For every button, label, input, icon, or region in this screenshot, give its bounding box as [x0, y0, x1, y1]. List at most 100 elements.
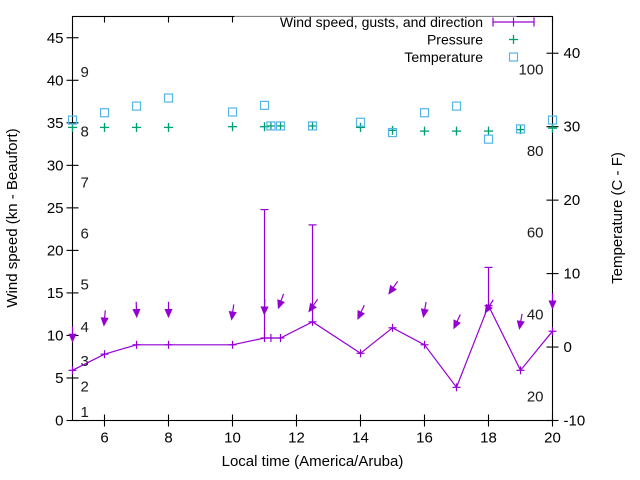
temperature-point	[355, 117, 366, 127]
temperature-point	[67, 115, 78, 125]
pressure-point	[266, 121, 276, 131]
wind-speed-point	[420, 340, 429, 349]
temperature-point	[266, 121, 276, 131]
wind-speed-point	[548, 327, 557, 336]
y-tick-label: 45	[47, 30, 64, 47]
x-tick-label: 16	[416, 430, 433, 447]
y-tick-label: 5	[55, 370, 63, 387]
beaufort-label: 7	[81, 174, 89, 191]
beaufort-label: 1	[81, 404, 89, 421]
fahrenheit-label: 80	[527, 143, 544, 160]
legend-background	[234, 16, 517, 69]
wind-speed-point	[388, 323, 397, 332]
wind-direction-arrow	[277, 293, 285, 310]
x-tick-label: 12	[288, 430, 305, 447]
wind-direction-arrow	[516, 313, 525, 330]
wind-direction-arrow	[308, 298, 319, 313]
y2-tick-label: -10	[564, 413, 586, 430]
wind-direction-arrow	[132, 301, 141, 319]
wind-direction-arrow	[388, 280, 399, 295]
pressure-point	[308, 121, 317, 131]
beaufort-label: 2	[81, 378, 89, 395]
wind-direction-arrow	[164, 301, 173, 319]
wind-speed-line	[72, 304, 553, 389]
wind-speed-point	[276, 333, 285, 342]
temperature-point	[275, 121, 286, 131]
fahrenheit-label: 100	[518, 61, 543, 78]
y2-axis-tick-labels: -10 0 10 20 30 40	[564, 45, 586, 429]
legend: Wind speed, gusts, and direction Pressure…	[234, 14, 535, 69]
temperature-point	[515, 124, 526, 134]
y2-tick-label: 30	[564, 119, 581, 136]
x-axis-title: Local time (America/Aruba)	[222, 453, 404, 470]
series-wind-speed	[68, 208, 557, 392]
beaufort-label: 5	[81, 276, 89, 293]
pressure-point	[100, 122, 109, 132]
wind-direction-arrow	[357, 304, 365, 320]
y-tick-label: 20	[47, 242, 64, 259]
y2-axis-fahrenheit-labels: 20 40 60 80 100	[518, 61, 543, 405]
temperature-point	[419, 108, 430, 118]
legend-label-temperature: Temperature	[404, 49, 483, 65]
temperature-point	[227, 107, 238, 117]
series-temperature	[67, 93, 558, 144]
wind-speed-point	[228, 340, 237, 349]
beaufort-label: 8	[81, 123, 89, 140]
temperature-point	[387, 127, 398, 138]
wind-speed-point	[100, 350, 109, 359]
y-tick-label: 15	[47, 285, 64, 302]
y2-tick-label: 0	[564, 339, 572, 356]
wind-gust-whisker	[484, 266, 493, 306]
fahrenheit-label: 40	[527, 307, 544, 324]
y-axis-beaufort-labels: 1 2 3 4 5 6 7 8 9	[81, 64, 89, 421]
wind-speed-point	[132, 340, 141, 349]
beaufort-label: 6	[81, 225, 89, 242]
beaufort-label: 9	[81, 64, 89, 81]
wind-direction-arrow	[453, 314, 461, 330]
legend-marker-pressure	[509, 35, 518, 44]
wind-speed-point	[164, 340, 173, 349]
wind-speed-point	[266, 333, 275, 342]
y2-tick-label: 10	[564, 266, 581, 283]
beaufort-label: 4	[81, 319, 89, 336]
fahrenheit-label: 60	[527, 224, 544, 241]
wind-speed-point	[516, 366, 525, 375]
pressure-point	[388, 125, 397, 135]
legend-label-pressure: Pressure	[427, 32, 483, 48]
y-tick-label: 30	[47, 157, 64, 174]
y-tick-label: 25	[47, 200, 64, 217]
pressure-point	[164, 122, 173, 132]
y2-tick-label: 40	[564, 45, 581, 62]
temperature-point	[99, 108, 110, 118]
wind-direction-arrow	[228, 304, 237, 321]
pressure-point	[484, 126, 493, 136]
y-tick-label: 40	[47, 72, 64, 89]
pressure-point	[260, 122, 269, 132]
wind-direction-arrow	[68, 326, 77, 343]
pressure-point	[452, 126, 461, 136]
wind-direction-arrow	[260, 299, 269, 316]
wind-speed-point	[452, 383, 461, 392]
y-tick-label: 0	[55, 413, 63, 430]
x-tick-label: 18	[480, 430, 497, 447]
temperature-point	[307, 121, 318, 131]
y2-axis-title: Temperature (C - F)	[609, 152, 626, 284]
x-tick-label: 14	[352, 430, 369, 447]
pressure-point	[420, 126, 429, 136]
y-axis-tick-labels: 0 5 10 15 20 25 30 35 40 45	[47, 30, 64, 430]
temperature-point	[163, 93, 174, 103]
temperature-point	[131, 101, 142, 111]
pressure-point	[132, 122, 141, 132]
wind-direction-arrow	[548, 293, 557, 310]
y-tick-label: 35	[47, 115, 64, 132]
wind-speed-point	[68, 366, 77, 375]
temperature-point	[259, 100, 270, 110]
x-tick-label: 8	[164, 430, 172, 447]
fahrenheit-label: 20	[527, 388, 544, 405]
legend-label-wind: Wind speed, gusts, and direction	[280, 14, 483, 30]
y2-tick-label: 20	[564, 192, 581, 209]
wind-speed-point	[356, 349, 365, 358]
temperature-point	[547, 115, 558, 125]
